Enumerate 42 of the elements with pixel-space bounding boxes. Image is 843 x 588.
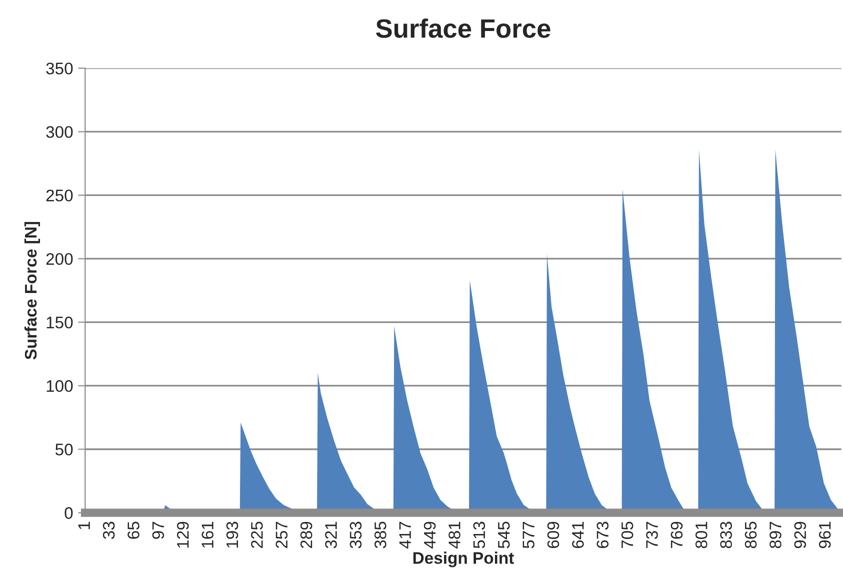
x-tick-label: 929: [794, 522, 806, 548]
x-tick-label: 97: [152, 522, 164, 539]
x-tick-label: 193: [226, 522, 238, 548]
x-tick-label: 225: [251, 522, 263, 548]
x-tick-label: 865: [744, 522, 757, 548]
y-tick-label: 150: [46, 316, 73, 328]
x-tick-label: 897: [770, 522, 782, 548]
x-tick-label: 545: [498, 522, 510, 548]
y-tick-label: 0: [64, 507, 73, 519]
x-tick-label: 801: [695, 522, 708, 548]
y-tick-label: 50: [55, 444, 73, 456]
x-tick-label: 161: [202, 522, 214, 548]
chart-title: Surface Force: [376, 18, 550, 38]
x-tick-label: 481: [448, 522, 460, 548]
x-tick-label: 1: [78, 522, 90, 530]
x-tick-label: 417: [399, 522, 411, 548]
x-tick-label: 33: [102, 522, 115, 539]
x-tick-label: 961: [818, 522, 831, 548]
y-tick-label: 200: [46, 253, 73, 265]
y-tick-label: 100: [46, 380, 73, 392]
y-tick-label: 300: [46, 126, 73, 138]
x-tick-label: 769: [670, 522, 683, 548]
x-tick-label: 257: [276, 522, 288, 548]
x-tick-label: 737: [646, 522, 658, 548]
y-tick-label: 250: [46, 190, 73, 202]
y-axis-title: Surface Force [N]: [24, 222, 40, 360]
x-tick-label: 673: [596, 522, 609, 548]
y-tick-label: 350: [46, 62, 73, 74]
x-tick-label: 289: [300, 522, 312, 548]
x-axis-title: Design Point: [413, 552, 514, 568]
x-tick-label: 129: [176, 522, 189, 548]
x-tick-label: 321: [325, 522, 337, 548]
x-tick-label: 449: [424, 522, 436, 548]
x-tick-label: 577: [522, 522, 534, 548]
x-tick-label: 705: [621, 522, 634, 548]
x-tick-label: 641: [572, 522, 584, 548]
x-tick-label: 513: [473, 522, 486, 548]
x-tick-label: 385: [374, 522, 386, 548]
x-tick-label: 65: [128, 522, 140, 539]
x-tick-label: 833: [720, 522, 732, 548]
x-tick-label: 609: [547, 522, 560, 548]
x-tick-label: 353: [350, 522, 362, 548]
